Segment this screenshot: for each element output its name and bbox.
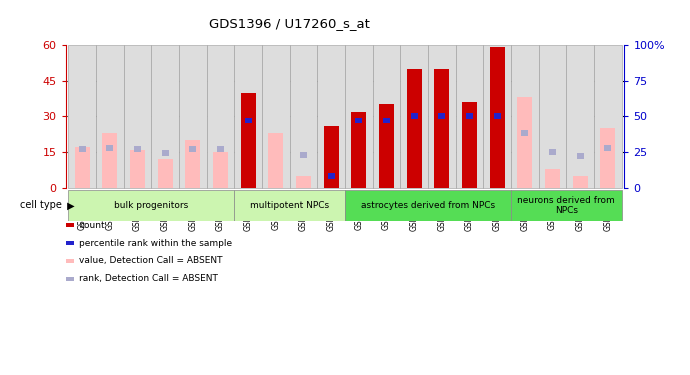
Bar: [566, 45, 594, 188]
Bar: [549, 149, 556, 155]
Text: multipotent NPCs: multipotent NPCs: [250, 201, 329, 210]
Bar: [466, 113, 473, 119]
Bar: [604, 145, 611, 151]
Bar: [179, 45, 207, 188]
Bar: [428, 45, 455, 188]
Bar: [400, 45, 428, 188]
Bar: [96, 45, 124, 188]
Bar: [483, 45, 511, 188]
Bar: [189, 146, 196, 152]
Bar: [351, 111, 366, 188]
Bar: [262, 45, 290, 188]
Bar: [355, 117, 362, 123]
Bar: [490, 47, 505, 188]
Bar: [594, 45, 622, 188]
Bar: [245, 117, 252, 123]
Bar: [518, 97, 533, 188]
Bar: [217, 146, 224, 152]
Bar: [213, 152, 228, 188]
Bar: [379, 104, 394, 188]
Bar: [324, 126, 339, 188]
Bar: [207, 45, 235, 188]
Text: cell type: cell type: [20, 200, 62, 210]
Bar: [68, 45, 96, 188]
Bar: [438, 113, 445, 119]
Bar: [345, 45, 373, 188]
Bar: [106, 145, 113, 151]
Bar: [411, 113, 417, 119]
Bar: [296, 176, 311, 188]
Bar: [75, 147, 90, 188]
Bar: [161, 150, 168, 156]
Bar: [511, 190, 622, 220]
Text: neurons derived from
NPCs: neurons derived from NPCs: [518, 196, 615, 215]
Bar: [328, 173, 335, 179]
Bar: [317, 45, 345, 188]
Bar: [185, 140, 200, 188]
Bar: [268, 133, 284, 188]
Bar: [383, 117, 390, 123]
Bar: [577, 153, 584, 159]
Bar: [455, 45, 483, 188]
Bar: [494, 113, 501, 119]
Text: astrocytes derived from NPCs: astrocytes derived from NPCs: [361, 201, 495, 210]
Bar: [151, 45, 179, 188]
Bar: [68, 190, 235, 220]
Bar: [300, 152, 307, 158]
Text: count: count: [79, 220, 105, 230]
Bar: [539, 45, 566, 188]
Bar: [290, 45, 317, 188]
Bar: [511, 45, 539, 188]
Text: percentile rank within the sample: percentile rank within the sample: [79, 238, 233, 248]
Bar: [545, 168, 560, 188]
Bar: [235, 190, 345, 220]
Bar: [434, 69, 449, 188]
Bar: [406, 69, 422, 188]
Text: rank, Detection Call = ABSENT: rank, Detection Call = ABSENT: [79, 274, 218, 284]
Bar: [79, 146, 86, 152]
Bar: [102, 133, 117, 188]
Bar: [373, 45, 400, 188]
Bar: [134, 146, 141, 152]
Bar: [522, 130, 529, 136]
Text: GDS1396 / U17260_s_at: GDS1396 / U17260_s_at: [209, 17, 371, 30]
Bar: [157, 159, 172, 188]
Bar: [600, 128, 615, 188]
Bar: [124, 45, 151, 188]
Bar: [130, 150, 145, 188]
Text: value, Detection Call = ABSENT: value, Detection Call = ABSENT: [79, 256, 223, 265]
Bar: [573, 176, 588, 188]
Text: ▶: ▶: [64, 200, 75, 210]
Bar: [462, 102, 477, 188]
Bar: [241, 93, 256, 188]
Bar: [345, 190, 511, 220]
Bar: [235, 45, 262, 188]
Text: bulk progenitors: bulk progenitors: [115, 201, 188, 210]
